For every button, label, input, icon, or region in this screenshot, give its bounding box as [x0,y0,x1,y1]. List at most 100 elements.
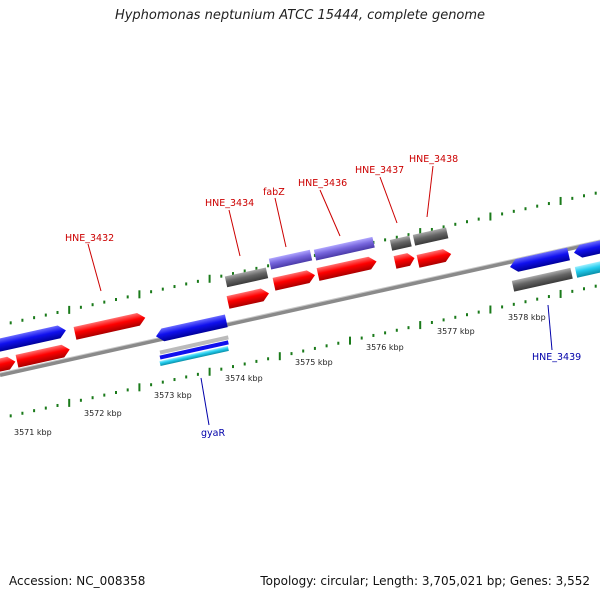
outer-minor-tick [150,290,153,294]
gene-feature-blue-reverse[interactable] [509,247,570,274]
outer-minor-tick [56,310,59,314]
outer-major-tick [489,212,492,221]
outer-minor-tick [44,313,47,317]
inner-major-tick [208,367,211,376]
outer-minor-tick [33,316,36,320]
gene-label-hne-3434[interactable]: HNE_3434 [205,198,254,209]
gene-label-hne-3437[interactable]: HNE_3437 [355,165,404,176]
kbp-label-3578: 3578 kbp [508,313,546,322]
gene-label-hne-3436[interactable]: HNE_3436 [298,178,347,189]
outer-minor-tick [466,220,468,224]
gene-feature-blue-reverse[interactable] [159,340,229,360]
inner-minor-tick [337,341,340,345]
kbp-label-3575: 3575 kbp [295,358,333,367]
gene-feature-cyan-reverse[interactable] [574,260,600,278]
inner-major-tick [349,336,351,345]
cds-feature-red[interactable] [416,248,453,268]
cds-feature-red[interactable] [393,252,416,269]
inner-minor-tick [44,406,47,410]
inner-minor-tick [243,362,246,366]
kbp-label-3573: 3573 kbp [154,391,192,400]
inner-minor-tick [442,318,445,322]
gene-feature-blue-reverse[interactable] [155,314,228,342]
outer-minor-tick [161,287,164,291]
inner-minor-tick [571,289,574,293]
gene-label-fabz[interactable]: fabZ [263,187,285,198]
inner-minor-tick [430,320,433,324]
outer-major-tick [419,228,422,237]
inner-minor-tick [313,346,316,350]
outer-minor-tick [313,253,316,257]
outer-minor-tick [442,225,445,229]
kbp-label-3577: 3577 kbp [437,327,475,336]
gene-feature-purple[interactable] [268,249,313,270]
inner-minor-tick [454,315,457,319]
outer-minor-tick [91,303,94,307]
gene-feature-gray[interactable] [389,235,412,251]
inner-major-tick [278,352,281,361]
inner-major-tick [489,305,492,314]
cds-feature-red[interactable] [15,343,72,368]
outer-minor-tick [571,196,574,200]
inner-minor-tick [290,352,293,356]
inner-minor-tick [91,396,94,400]
inner-minor-tick [384,331,387,335]
inner-minor-tick [466,313,468,317]
cds-feature-red[interactable] [0,355,17,374]
outer-minor-tick [384,238,387,242]
gene-label-hne-3438[interactable]: HNE_3438 [409,154,458,165]
cds-feature-red[interactable] [226,287,271,309]
gene-label-gyar[interactable]: gyaR [201,428,225,439]
outer-minor-tick [267,264,270,268]
gene-feature-blue[interactable] [0,324,67,356]
cds-feature-red[interactable] [272,269,317,291]
outer-minor-tick [115,298,117,302]
inner-minor-tick [325,344,328,348]
cds-feature-red[interactable] [316,255,378,281]
inner-minor-tick [267,357,270,361]
outer-minor-tick [173,285,176,289]
inner-major-tick [559,289,562,298]
kbp-label-3572: 3572 kbp [84,409,122,418]
outer-minor-tick [594,191,597,195]
outer-minor-tick [255,266,258,270]
gene-feature-gray-reverse[interactable] [159,335,229,355]
outer-minor-tick [477,217,480,221]
gene-feature-blue-reverse[interactable] [573,237,600,259]
outer-major-tick [138,290,141,299]
kbp-label-3574: 3574 kbp [225,374,263,383]
gene-feature-gray-reverse[interactable] [511,267,573,292]
outer-minor-tick [536,204,539,208]
forward-gene-labels: HNE_3432 HNE_3434 fabZ HNE_3436 HNE_3437… [65,154,458,244]
outer-minor-tick [395,235,398,239]
inner-minor-tick [477,310,480,314]
gene-feature-purple[interactable] [313,236,375,261]
inner-tick-track [9,284,597,418]
gene-feature-gray[interactable] [224,267,269,288]
genome-backbone [0,239,600,377]
gene-feature-gray[interactable] [412,227,449,246]
gene-label-hne-3439[interactable]: HNE_3439 [532,352,581,363]
cds-feature-red[interactable] [73,311,147,340]
gene-feature-cyan-reverse[interactable] [159,345,229,366]
inner-minor-tick [161,380,164,384]
inner-minor-tick [536,297,539,301]
inner-minor-tick [360,336,363,340]
outer-minor-tick [79,305,82,309]
inner-minor-tick [547,295,550,299]
outer-minor-tick [126,295,129,299]
outer-minor-tick [512,209,515,213]
kbp-tick-labels: 3571 kbp 3572 kbp 3573 kbp 3574 kbp 3575… [14,313,546,437]
outer-minor-tick [232,272,234,276]
outer-minor-tick [524,207,527,211]
outer-major-tick [208,274,211,283]
inner-minor-tick [173,378,176,382]
gene-label-hne-3432[interactable]: HNE_3432 [65,233,114,244]
outer-minor-tick [547,202,550,206]
inner-minor-tick [220,367,223,371]
outer-minor-tick [196,279,199,283]
inner-minor-tick [583,287,585,291]
inner-minor-tick [56,403,59,407]
inner-minor-tick [9,414,12,418]
